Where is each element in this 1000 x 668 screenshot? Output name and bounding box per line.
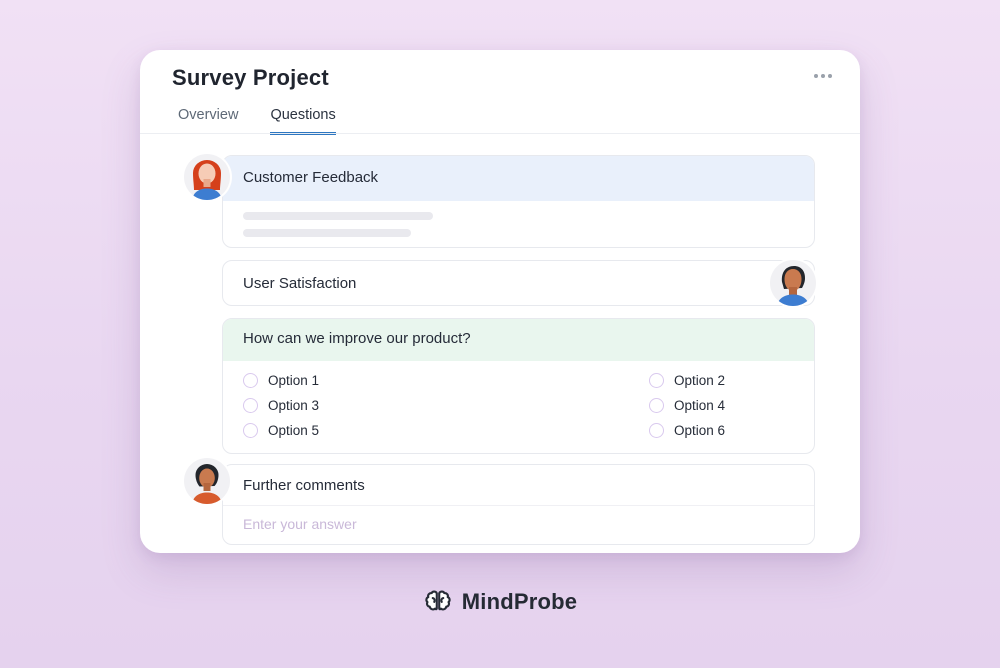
section-title: User Satisfaction — [243, 275, 357, 292]
page-title: Survey Project — [172, 65, 329, 90]
survey-card: Survey Project Overview Questions Custom… — [140, 50, 860, 553]
radio-option-6[interactable]: Option 6 — [649, 422, 794, 439]
question-title: How can we improve our product? — [223, 319, 814, 361]
option-label: Option 6 — [674, 423, 726, 438]
ellipsis-icon — [828, 74, 832, 78]
option-label: Option 3 — [268, 398, 320, 413]
tab-questions[interactable]: Questions — [270, 107, 336, 135]
option-label: Option 4 — [674, 398, 726, 413]
radio-option-2[interactable]: Option 2 — [649, 372, 794, 389]
options-column-left: Option 1 Option 3 Option 5 — [243, 372, 649, 439]
option-label: Option 5 — [268, 423, 320, 438]
radio-icon[interactable] — [243, 398, 258, 413]
woman-red-hair-avatar — [182, 152, 232, 202]
brand-footer: MindProbe — [0, 588, 1000, 616]
option-label: Option 1 — [268, 373, 320, 388]
section-user-satisfaction[interactable]: User Satisfaction — [222, 260, 815, 306]
section-multiple-choice[interactable]: How can we improve our product? Option 1… — [222, 318, 815, 454]
options-column-right: Option 2 Option 4 Option 6 — [649, 372, 794, 439]
radio-icon[interactable] — [649, 373, 664, 388]
brain-icon — [423, 588, 453, 616]
radio-option-4[interactable]: Option 4 — [649, 397, 794, 414]
radio-option-1[interactable]: Option 1 — [243, 372, 649, 389]
radio-option-5[interactable]: Option 5 — [243, 422, 649, 439]
questions-list: Customer Feedback User Satisfaction How … — [222, 155, 815, 545]
skeleton-line — [243, 212, 433, 220]
ellipsis-icon — [821, 74, 825, 78]
question-title: Further comments — [223, 465, 814, 506]
person-curly-hair-avatar — [182, 456, 232, 506]
radio-icon[interactable] — [243, 373, 258, 388]
tab-bar: Overview Questions — [178, 107, 336, 135]
section-customer-feedback[interactable]: Customer Feedback — [222, 155, 815, 248]
radio-option-3[interactable]: Option 3 — [243, 397, 649, 414]
radio-icon[interactable] — [649, 398, 664, 413]
radio-icon[interactable] — [649, 423, 664, 438]
section-title: Customer Feedback — [223, 156, 814, 201]
radio-icon[interactable] — [243, 423, 258, 438]
header-divider — [140, 133, 860, 134]
more-options-button[interactable] — [810, 70, 836, 82]
description-skeleton — [223, 201, 814, 247]
brand-name: MindProbe — [461, 589, 578, 614]
man-dark-hair-avatar — [768, 258, 818, 308]
option-label: Option 2 — [674, 373, 726, 388]
options-grid: Option 1 Option 3 Option 5 Option 2 — [223, 361, 814, 453]
answer-input[interactable] — [223, 506, 814, 544]
skeleton-line — [243, 229, 411, 237]
ellipsis-icon — [814, 74, 818, 78]
section-further-comments[interactable]: Further comments — [222, 464, 815, 545]
tab-overview[interactable]: Overview — [178, 107, 239, 123]
